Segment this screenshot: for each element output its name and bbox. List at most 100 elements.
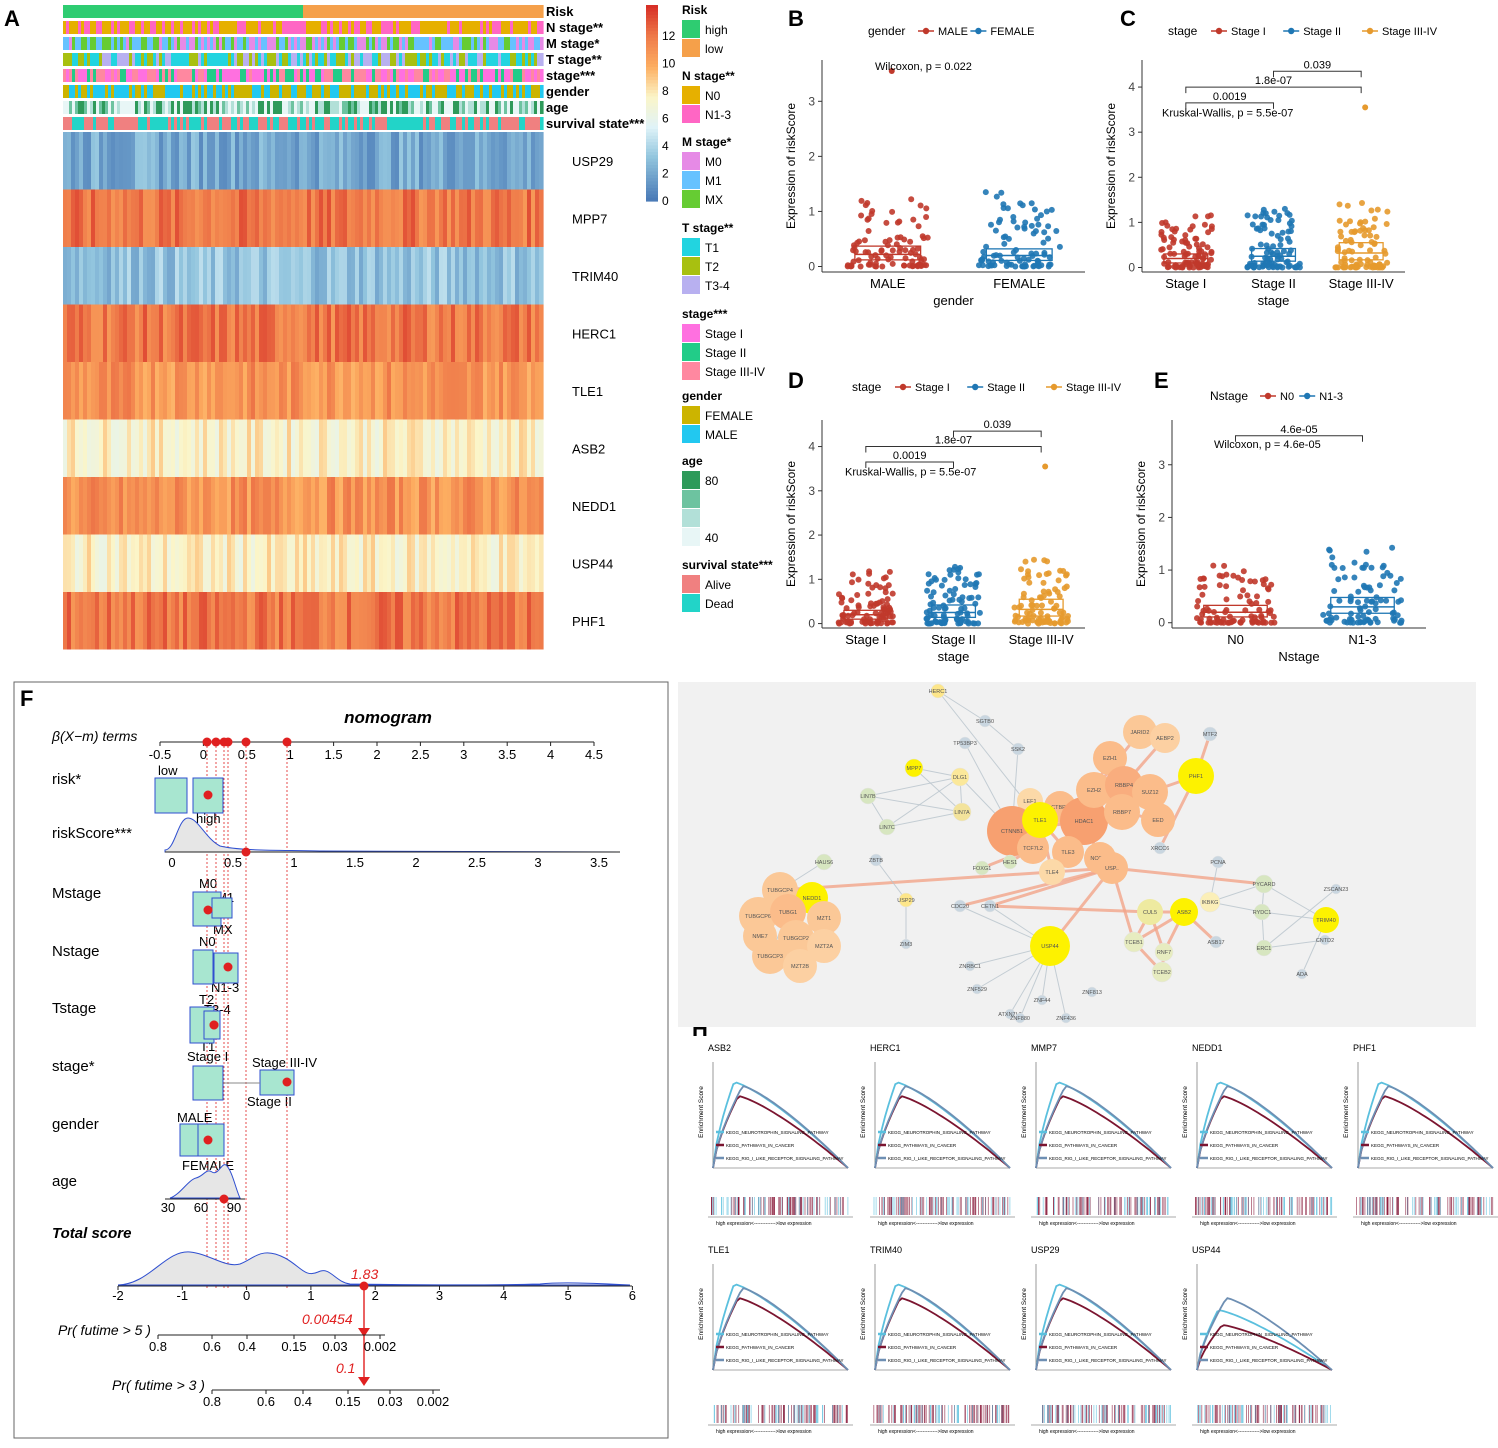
pr3-value: 0.1 [336, 1360, 355, 1376]
heatmap-cell [251, 247, 256, 305]
annotation-cell [108, 117, 112, 130]
annotation-cell [81, 101, 85, 114]
heatmap-cell [467, 477, 472, 535]
pr3-tick-label: 0.03 [377, 1394, 402, 1409]
heatmap-cell [331, 419, 336, 477]
data-point [1288, 223, 1295, 230]
legend-dot [1366, 27, 1374, 35]
heatmap-cell [279, 592, 284, 650]
heatmap-cell [427, 477, 432, 535]
heatmap-cell [503, 592, 508, 650]
annotation-cell [135, 53, 139, 66]
annotation-cell [411, 101, 415, 114]
annotation-cell [72, 117, 76, 130]
gsea-legend-label: KEGG_RIG_I_LIKE_RECEPTOR_SIGNALING_PATHW… [726, 1358, 844, 1363]
annotation-cell [531, 117, 535, 130]
annotation-cell [168, 5, 172, 18]
annotation-cell [396, 69, 400, 82]
annotation-cell [417, 85, 421, 98]
data-point [1031, 556, 1037, 563]
heatmap-cell [119, 189, 124, 247]
heatmap-cell [311, 534, 316, 592]
annotation-cell [222, 5, 226, 18]
annotation-cell [327, 5, 331, 18]
annotation-cell [123, 5, 127, 18]
annotation-cell [450, 21, 454, 34]
annotation-cell [267, 53, 271, 66]
heatmap-cell [387, 247, 392, 305]
data-point [1208, 250, 1215, 257]
heatmap-cell [67, 419, 72, 477]
heatmap-cell [411, 304, 416, 362]
heatmap-cell [307, 247, 312, 305]
heatmap-cell [527, 419, 532, 477]
heatmap-cell [451, 477, 456, 535]
annotation-cell [261, 53, 265, 66]
annotation-cell [240, 69, 244, 82]
heatmap-cell [247, 534, 252, 592]
data-point [1391, 587, 1398, 594]
data-point [1013, 247, 1019, 253]
annotation-cell [228, 21, 232, 34]
heatmap-cell [423, 477, 428, 535]
heatmap-cell [311, 477, 316, 535]
heatmap-cell [155, 362, 160, 420]
annotation-cell [78, 101, 82, 114]
heatmap-cell [427, 132, 432, 190]
legend-title: Nstage [1210, 389, 1248, 403]
gsea-legend-label: KEGG_RIG_I_LIKE_RECEPTOR_SIGNALING_PATHW… [1049, 1358, 1167, 1363]
network-node-label: TLE4 [1045, 870, 1058, 876]
heatmap-cell [215, 362, 220, 420]
heatmap-cell [267, 477, 272, 535]
heatmap-cell [511, 247, 516, 305]
annotation-cell [177, 85, 181, 98]
heatmap-cell [391, 534, 396, 592]
heatmap-cell [247, 477, 252, 535]
heatmap-cell [503, 132, 508, 190]
annotation-cell [303, 21, 307, 34]
legend-swatch [682, 594, 700, 612]
heatmap-cell [483, 534, 488, 592]
heatmap-cell [515, 534, 520, 592]
data-point [1267, 217, 1274, 223]
heatmap-cell [499, 189, 504, 247]
heatmap-cell [87, 189, 92, 247]
annotation-cell [177, 37, 181, 50]
annotation-cell [300, 21, 304, 34]
annotation-cell [435, 85, 439, 98]
annotation-cell [405, 85, 409, 98]
heatmap-cell [391, 247, 396, 305]
annotation-cell [69, 85, 73, 98]
heatmap-cell [515, 477, 520, 535]
heatmap-cell [535, 534, 540, 592]
annotation-cell [156, 53, 160, 66]
network-node [1022, 802, 1058, 838]
gsea-legend-label: KEGG_NEUROTROPHIN_SIGNALING_PATHWAY [1049, 1332, 1152, 1337]
annotation-cell [213, 69, 217, 82]
colorbar-segment [646, 11, 658, 16]
gsea-y-label: Enrichment Score [1021, 1288, 1028, 1340]
annotation-cell [147, 117, 151, 130]
annotation-cell [135, 69, 139, 82]
annotation-cell [366, 69, 370, 82]
heatmap-cell [139, 592, 144, 650]
annotation-cell [519, 5, 523, 18]
legend-title: gender [682, 389, 722, 403]
heatmap-cell [87, 362, 92, 420]
gsea-legend-label: KEGG_PATHWAYS_IN_CANCER [888, 1143, 957, 1148]
heatmap-cell [499, 247, 504, 305]
data-point [889, 619, 896, 626]
heatmap-cell [191, 189, 196, 247]
annotation-cell [510, 85, 514, 98]
enrichment-curve [874, 1085, 1011, 1169]
data-point [843, 605, 850, 612]
heatmap-cell [431, 592, 436, 650]
pr3-tick-label: 0.002 [417, 1394, 450, 1409]
gene-label: TRIM40 [572, 269, 618, 284]
gsea-bottom-label: high expression<------------->low expres… [716, 1429, 812, 1435]
heatmap-cell [263, 477, 268, 535]
x-axis-label: Nstage [1278, 649, 1319, 664]
heatmap-cell [295, 132, 300, 190]
annotation-cell [501, 21, 505, 34]
